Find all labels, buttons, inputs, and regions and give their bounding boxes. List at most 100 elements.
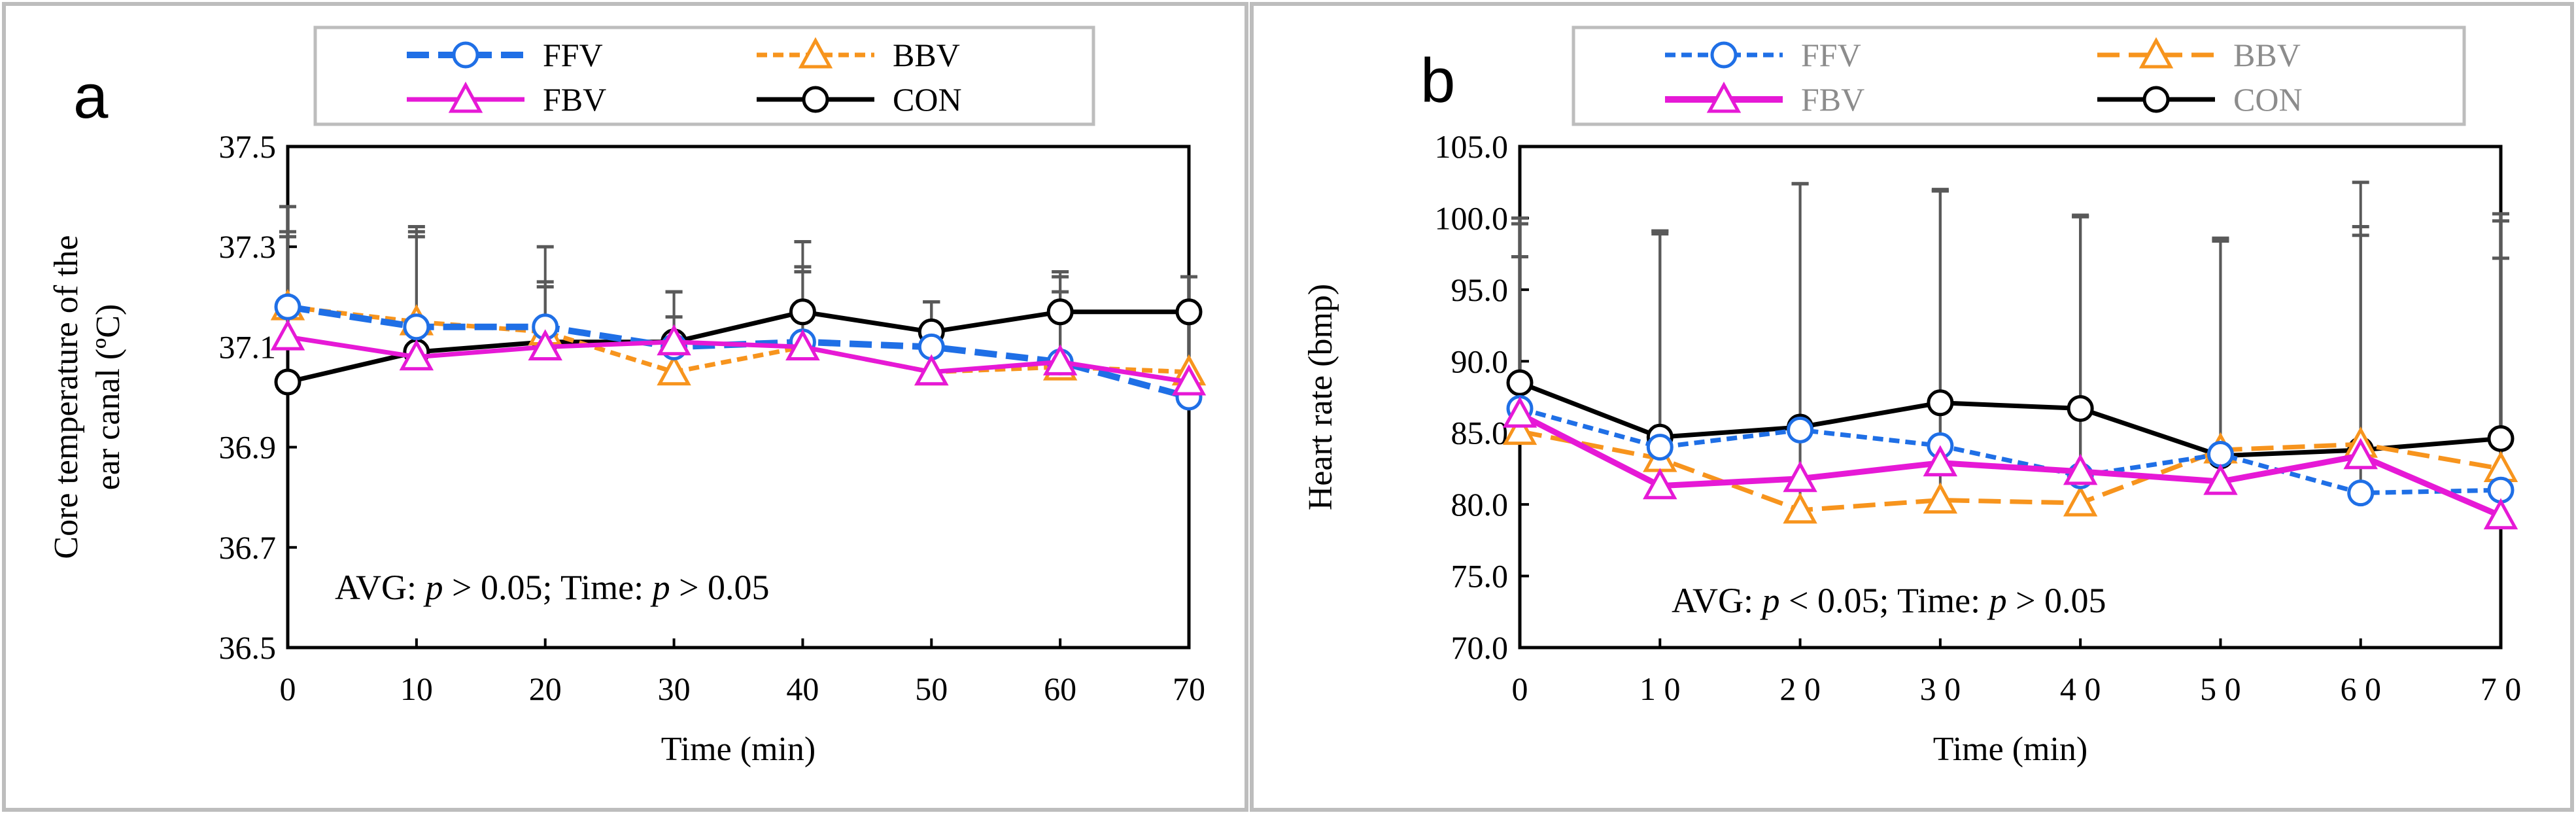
panel-a-ytick-label: 37.5 (219, 128, 277, 165)
panel-a-annotation-part: > 0.05; Time: (443, 568, 653, 607)
panel-b-point-bbv (1923, 482, 1958, 514)
panel-a-line-fbv (287, 334, 1190, 385)
panel-b-point-ffv (1787, 416, 1814, 443)
panel-a-xtick-label: 50 (915, 670, 948, 707)
panel-b-xtick-label: 6 0 (2340, 670, 2381, 707)
panel-b-point-fbv (1502, 396, 1537, 428)
plot-b: 70.0 75.0 80.0 85.0 90.0 95.0 100.0 105.0 0 1 0 2 … (1302, 128, 2521, 768)
panel-a-legend-label-bbv: BBV (893, 37, 960, 73)
panel-b-legend-marker-ffv (1710, 41, 1738, 69)
panel-b-point-con (1506, 369, 1534, 396)
panel-b-xtick-label: 2 0 (1779, 670, 1821, 707)
panel-a-point-fbv (657, 324, 691, 356)
panel-b-ytick-label: 85.0 (1451, 415, 1509, 451)
panel-a-ytick-label: 36.5 (219, 629, 277, 666)
panel-b-legend-label-bbv: BBV (2233, 37, 2301, 73)
panel-a-ylabel-line2: ear canal (ºC) (90, 304, 127, 491)
panel-b-point-con (1927, 389, 1954, 417)
panel-b-legend-label-fbv: FBV (1801, 81, 1864, 118)
panel-b-point-bbv (2063, 485, 2098, 517)
panel-b-ytick-label: 70.0 (1451, 629, 1509, 666)
panel-a-point-ffv (274, 293, 301, 321)
panel-b-annotation-p: p (1987, 581, 2007, 620)
panel-a-point-con (1175, 298, 1203, 326)
panel-a-annotation-p: p (650, 568, 670, 607)
panel-b-legend-marker-fbv (1706, 81, 1742, 113)
panel-b-annotation-part: < 0.05; Time: (1780, 581, 1989, 620)
panel-b-ytick-label: 75.0 (1451, 558, 1509, 595)
panel-a-point-fbv (914, 354, 949, 386)
panel-a-ytick-label: 37.1 (219, 328, 277, 365)
panel-a-legend-label-con: CON (893, 81, 962, 118)
panel-b-xlabel: Time (min) (1933, 731, 2087, 768)
panel-b-annotation-p: p (1760, 581, 1780, 620)
panel-b-point-ffv (1646, 434, 1674, 461)
panel-b-legend-marker-bbv (2138, 37, 2174, 69)
panel-a-legend-marker-con (802, 86, 829, 113)
panel-a-legend-label-ffv: FFV (543, 37, 603, 73)
panel-a-point-fbv (528, 329, 562, 360)
panel-a-frame (2, 2, 1248, 812)
panel-b-line-bbv (1519, 429, 2501, 513)
panel-b-legend-label-ffv: FFV (1801, 37, 1861, 73)
plot-a: 36.5 36.7 36.9 37.1 37.3 37.5 0 10 20 30 40 50 60 70 T… (48, 128, 1207, 768)
panel-b-point-ffv (2347, 479, 2375, 507)
panel-b-ytick-label: 105.0 (1435, 128, 1509, 165)
panel-b-line-ffv (1519, 406, 2501, 496)
panel-b-point-con (2067, 395, 2094, 423)
panel-b-ylabel: Heart rate (bmp) (1302, 284, 1339, 510)
panel-b-legend-box (1571, 26, 2466, 126)
panel-b-letter: b (1420, 46, 1455, 116)
panel-a-ylabel-line1: Core temperature of the (48, 235, 85, 559)
panel-b-xtick-label: 7 0 (2481, 670, 2522, 707)
panel-a-annotation-p: p (423, 568, 443, 607)
panel-b-point-fbv (2343, 438, 2378, 470)
panel-a-xtick-label: 30 (658, 670, 691, 707)
panel-a-point-bbv (657, 354, 691, 386)
panel-b-point-bbv (1783, 492, 1817, 524)
panel-a-xtick-label: 0 (280, 670, 296, 707)
panel-a-annotation-part: AVG: (335, 568, 426, 607)
panel-a-annotation-part: > 0.05 (670, 568, 770, 607)
panel-a-ytick-label: 37.3 (219, 228, 277, 265)
panel-b-legend-marker-con (2142, 86, 2170, 113)
panel-a-point-con (274, 368, 301, 396)
panel-b-ytick-label: 100.0 (1435, 200, 1509, 236)
panel-a-xtick-label: 60 (1044, 670, 1076, 707)
panel-a-point-fbv (1171, 364, 1207, 396)
panel-a-letter: a (73, 61, 109, 131)
panel-a-point-fbv (785, 329, 820, 360)
panel-b-ytick-label: 80.0 (1451, 486, 1509, 523)
panel-b-xtick-label: 5 0 (2200, 670, 2241, 707)
panel-b-point-con (2487, 425, 2515, 452)
panel-b-point-fbv (1923, 445, 1958, 477)
panel-b-ytick-label: 95.0 (1451, 271, 1509, 308)
panel-a-xlabel: Time (min) (661, 731, 816, 768)
panel-a-line-bbv (287, 304, 1190, 375)
panel-b-point-fbv (2483, 498, 2518, 530)
panel-a-point-fbv (1042, 344, 1078, 375)
panel-a-xtick-label: 40 (786, 670, 819, 707)
panel-b-legend-label-con: CON (2233, 81, 2303, 118)
panel-b-line-fbv (1518, 411, 2502, 519)
panel-a-xtick-label: 10 (400, 670, 433, 707)
panel-b-annotation: AVG: p < 0.05; Time: p > 0.05 (1672, 581, 2106, 620)
panel-b-annotation-part: AVG: (1672, 581, 1762, 620)
panel-b-line-con (1519, 380, 2501, 459)
panel-a-legend-box (313, 26, 1095, 126)
panel-a-point-fbv (399, 339, 434, 371)
panel-a-point-con (789, 298, 816, 326)
panel-a-point-con (1046, 298, 1074, 326)
legend-a: FFV BBV FBV CON (313, 26, 1095, 126)
panel-b-ytick-label: 90.0 (1451, 343, 1509, 379)
panel-a-point-fbv (270, 319, 305, 351)
panel-b-annotation-part: > 0.05 (2007, 581, 2106, 620)
panel-a-annotation: AVG: p > 0.05; Time: p > 0.05 (335, 568, 770, 607)
panel-b-point-fbv (2063, 453, 2098, 485)
panel-b-point-fbv (2203, 463, 2238, 495)
panel-a-xtick-label: 20 (529, 670, 562, 707)
panel-a-line-con (287, 309, 1189, 385)
panel-b-point-fbv (1643, 468, 1677, 500)
